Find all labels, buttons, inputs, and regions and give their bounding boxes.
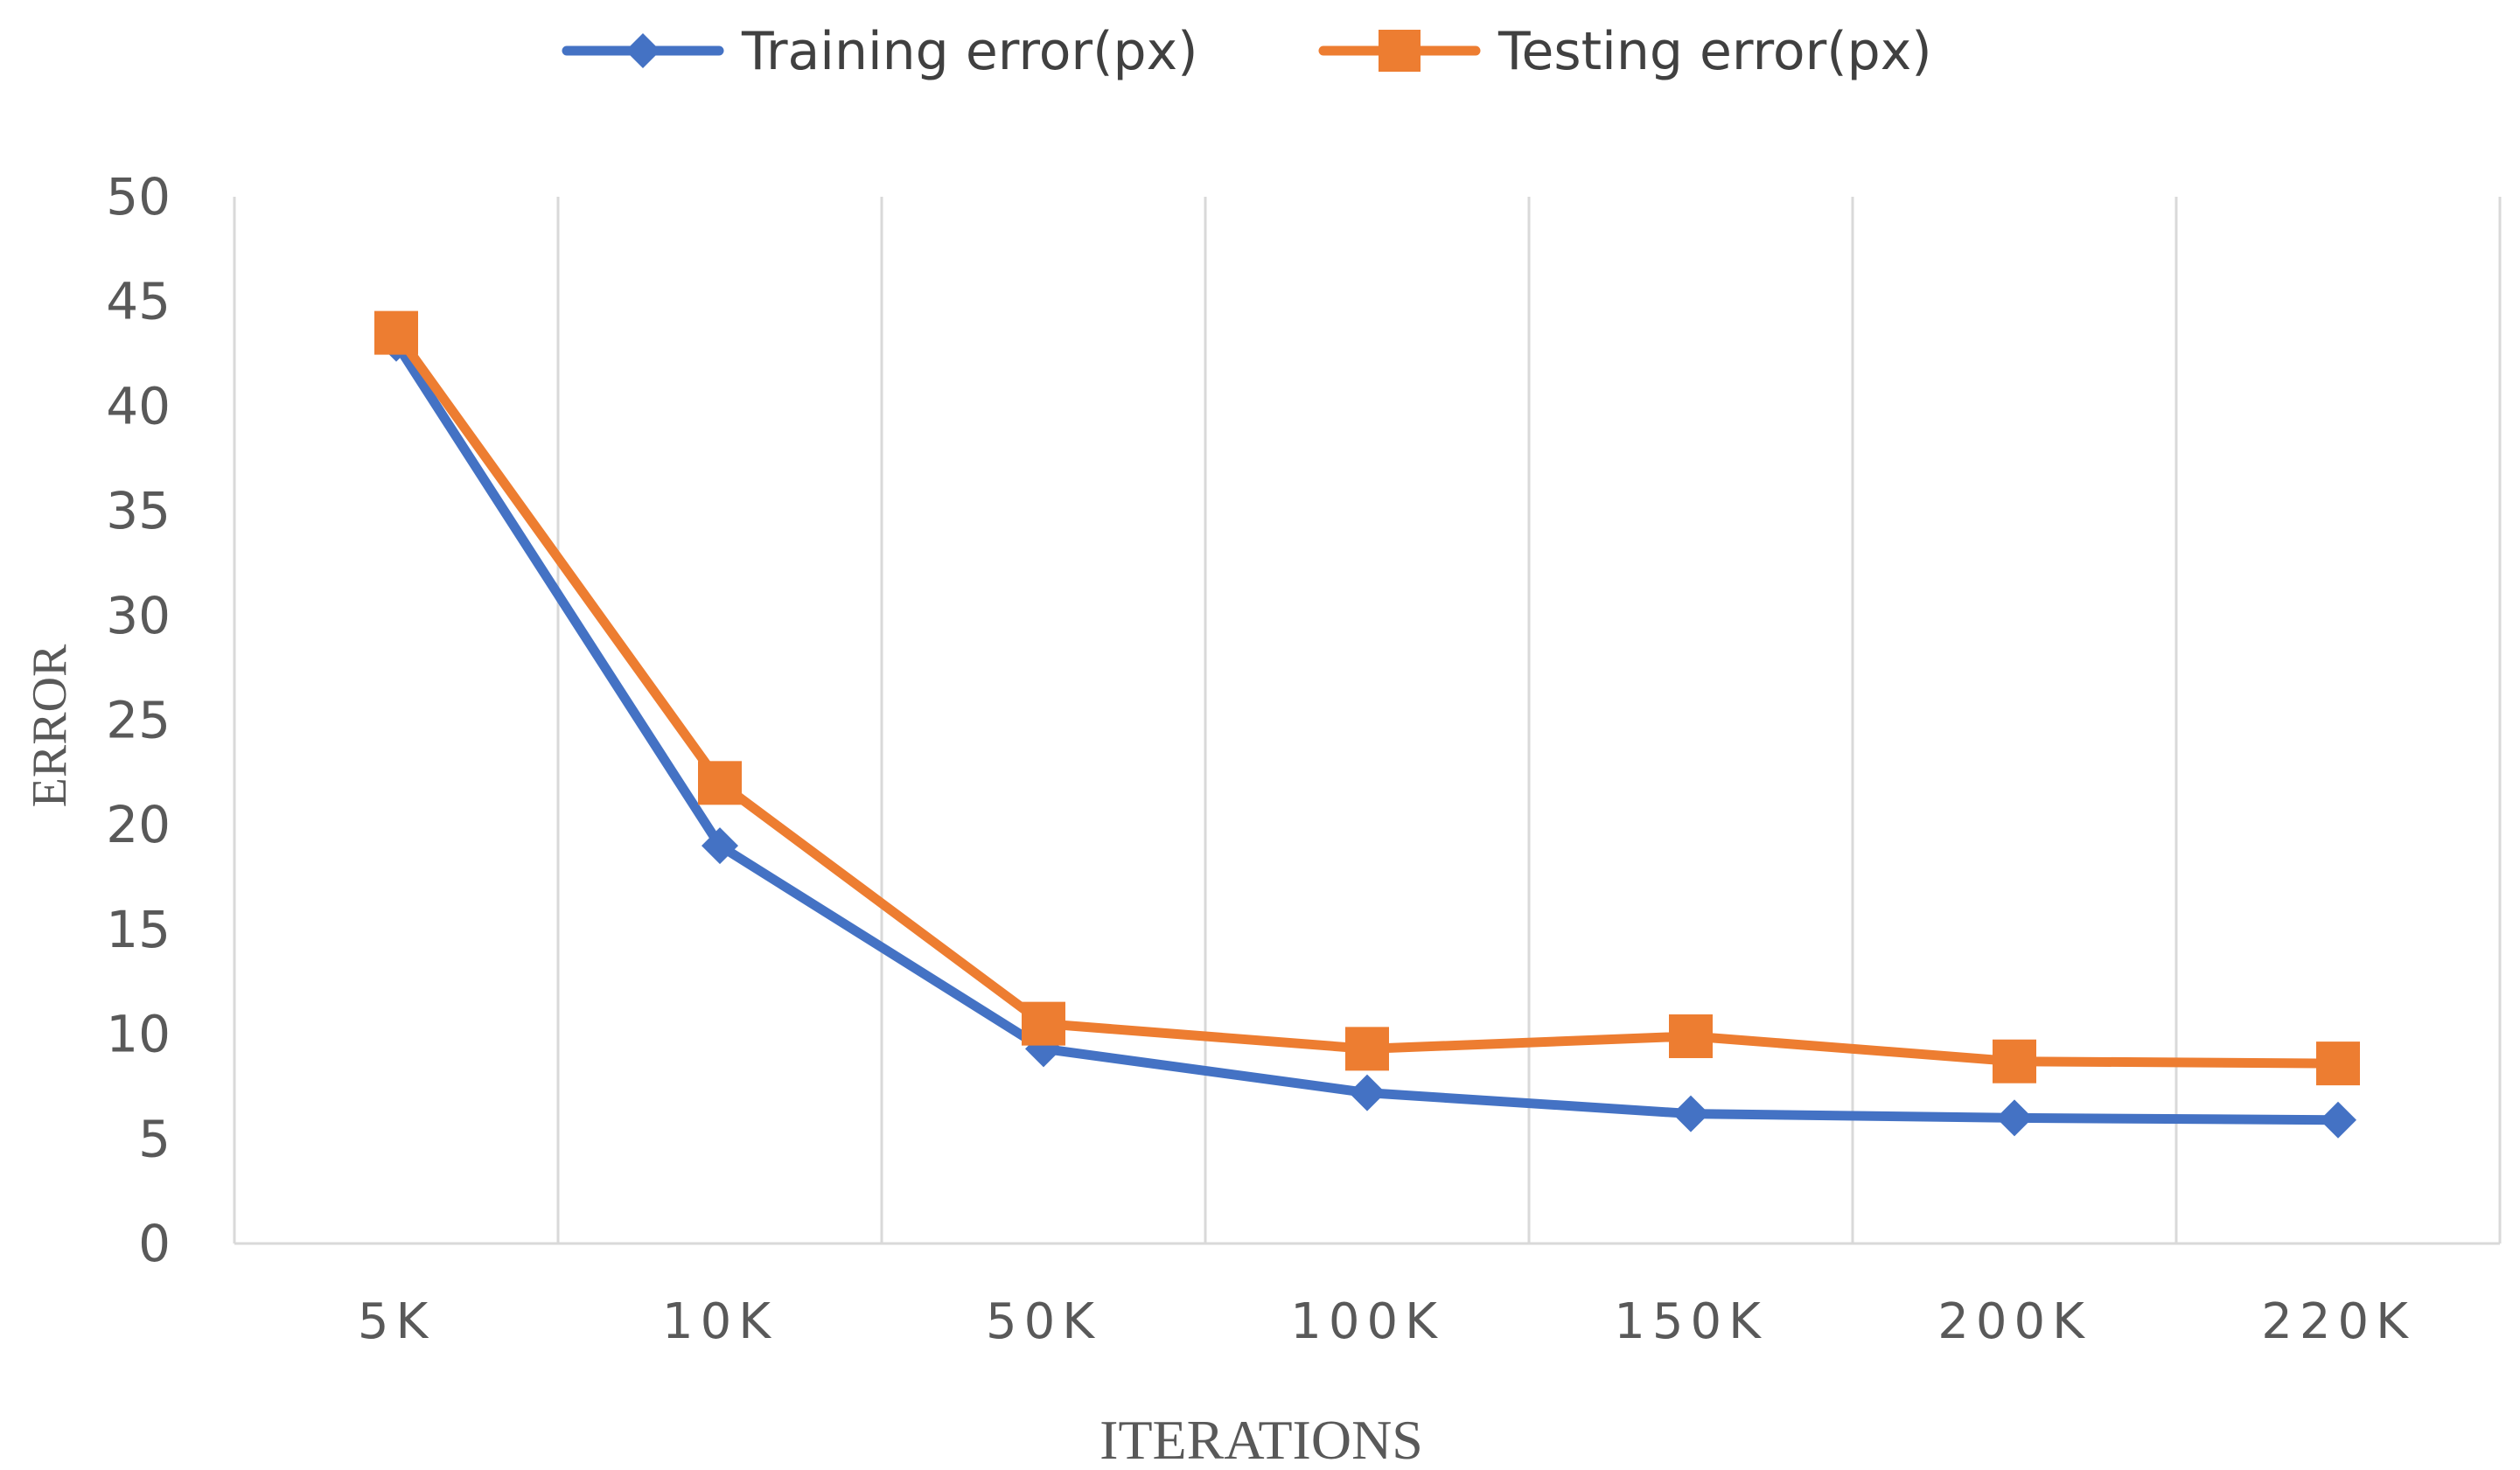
- legend-marker: [625, 33, 660, 68]
- data-point: [1349, 1074, 1386, 1111]
- legend-item-testing: Testing error(px): [1318, 21, 1932, 82]
- series-training: [378, 324, 2356, 1139]
- legend-marker: [1379, 30, 1421, 72]
- data-point: [2320, 1101, 2356, 1139]
- y-tick-label: 5: [138, 1109, 171, 1168]
- x-tick-label: 50K: [986, 1293, 1101, 1350]
- data-point: [1669, 1014, 1713, 1058]
- x-tick-label: 220K: [2261, 1293, 2415, 1350]
- y-tick-label: 30: [106, 586, 171, 645]
- legend-item-training: Training error(px): [562, 21, 1197, 82]
- y-tick-label: 35: [106, 481, 171, 540]
- y-tick-label: 50: [106, 167, 171, 226]
- legend-label: Testing error(px): [1497, 21, 1932, 82]
- x-tick-label: 10K: [662, 1293, 778, 1350]
- y-tick-label: 10: [106, 1005, 171, 1064]
- data-point: [1993, 1039, 2036, 1083]
- data-point: [702, 827, 738, 865]
- data-point: [1022, 1001, 1065, 1046]
- data-point: [374, 310, 418, 355]
- y-tick-label: 15: [106, 900, 171, 959]
- legend: Training error(px) Testing error(px): [562, 21, 1932, 82]
- data-point: [1996, 1099, 2033, 1137]
- x-tick-label: 200K: [1937, 1293, 2091, 1350]
- y-axis-ticks: 0 5 10 15 20 25 30 35 40 45 50: [106, 167, 171, 1273]
- y-tick-label: 20: [106, 795, 171, 854]
- x-axis-label: ITERATIONS: [1099, 1409, 1423, 1470]
- y-tick-label: 40: [106, 376, 171, 435]
- data-point: [1672, 1095, 1709, 1132]
- x-tick-label: 100K: [1290, 1293, 1444, 1350]
- y-tick-label: 0: [138, 1214, 171, 1273]
- data-point: [698, 761, 742, 805]
- y-axis-label: ERROR: [23, 644, 77, 807]
- legend-label: Training error(px): [741, 21, 1197, 82]
- y-tick-label: 45: [106, 272, 171, 331]
- series-group: [374, 310, 2360, 1139]
- series-testing: [374, 310, 2360, 1086]
- x-tick-label: 150K: [1614, 1293, 1768, 1350]
- series-line: [391, 328, 2343, 1069]
- grid-lines: [233, 197, 2502, 1245]
- x-axis-ticks: 5K 10K 50K 100K 150K 200K 220K: [358, 1293, 2415, 1350]
- x-tick-label: 5K: [358, 1293, 435, 1350]
- y-tick-label: 25: [106, 691, 171, 750]
- data-point: [2316, 1042, 2360, 1086]
- data-point: [1345, 1027, 1389, 1071]
